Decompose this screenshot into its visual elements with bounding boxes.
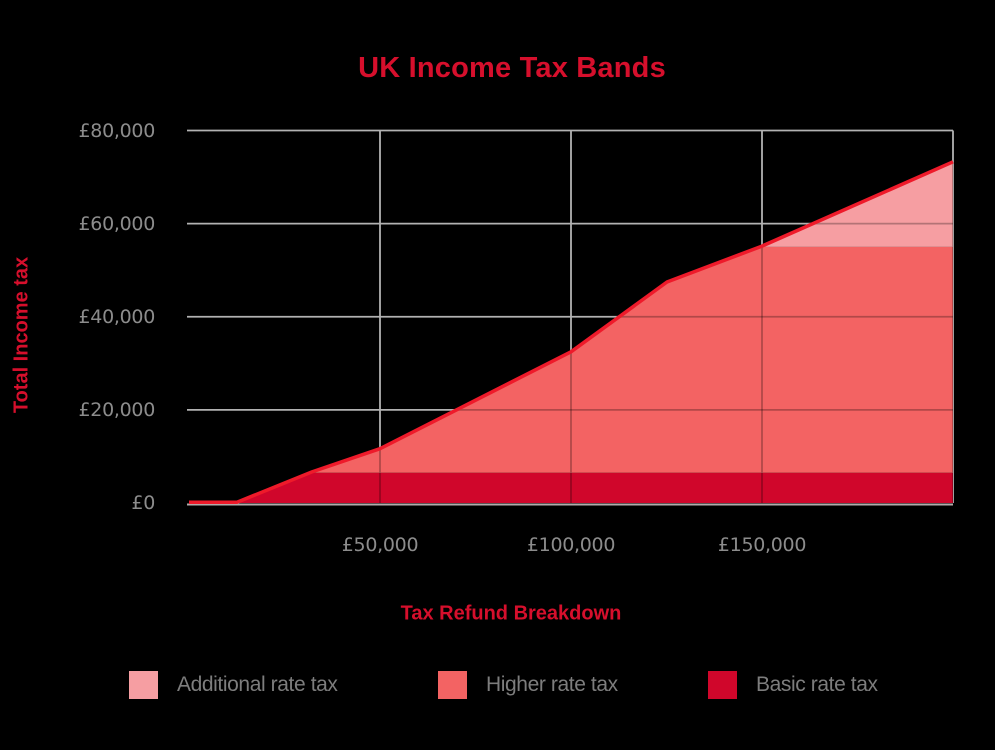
- x-axis-title: Tax Refund Breakdown: [400, 602, 622, 625]
- legend-swatch: [708, 671, 737, 699]
- y-tick-label: £80,000: [78, 119, 156, 142]
- area-higher-rate-tax: [189, 246, 953, 503]
- y-tick-label: £0: [131, 492, 155, 514]
- legend-swatch: [438, 671, 467, 699]
- legend-item-additional-rate-tax: Additional rate tax: [129, 671, 338, 699]
- legend-label: Additional rate tax: [177, 673, 338, 696]
- y-tick-label: £40,000: [78, 305, 156, 328]
- legend-label: Higher rate tax: [486, 673, 618, 696]
- area-basic-rate-tax: [189, 472, 953, 503]
- x-tick-label: £100,000: [526, 534, 616, 556]
- y-tick-label: £60,000: [78, 212, 156, 235]
- chart-title: UK Income Tax Bands: [358, 52, 666, 84]
- legend-item-basic-rate-tax: Basic rate tax: [708, 671, 878, 699]
- x-tick-label: £150,000: [717, 534, 807, 556]
- legend-label: Basic rate tax: [756, 673, 878, 696]
- total-tax-line: [189, 160, 954, 504]
- legend-swatch: [129, 671, 158, 699]
- legend-item-higher-rate-tax: Higher rate tax: [438, 671, 618, 699]
- x-tick-label: £50,000: [341, 534, 419, 556]
- y-tick-label: £20,000: [78, 398, 156, 421]
